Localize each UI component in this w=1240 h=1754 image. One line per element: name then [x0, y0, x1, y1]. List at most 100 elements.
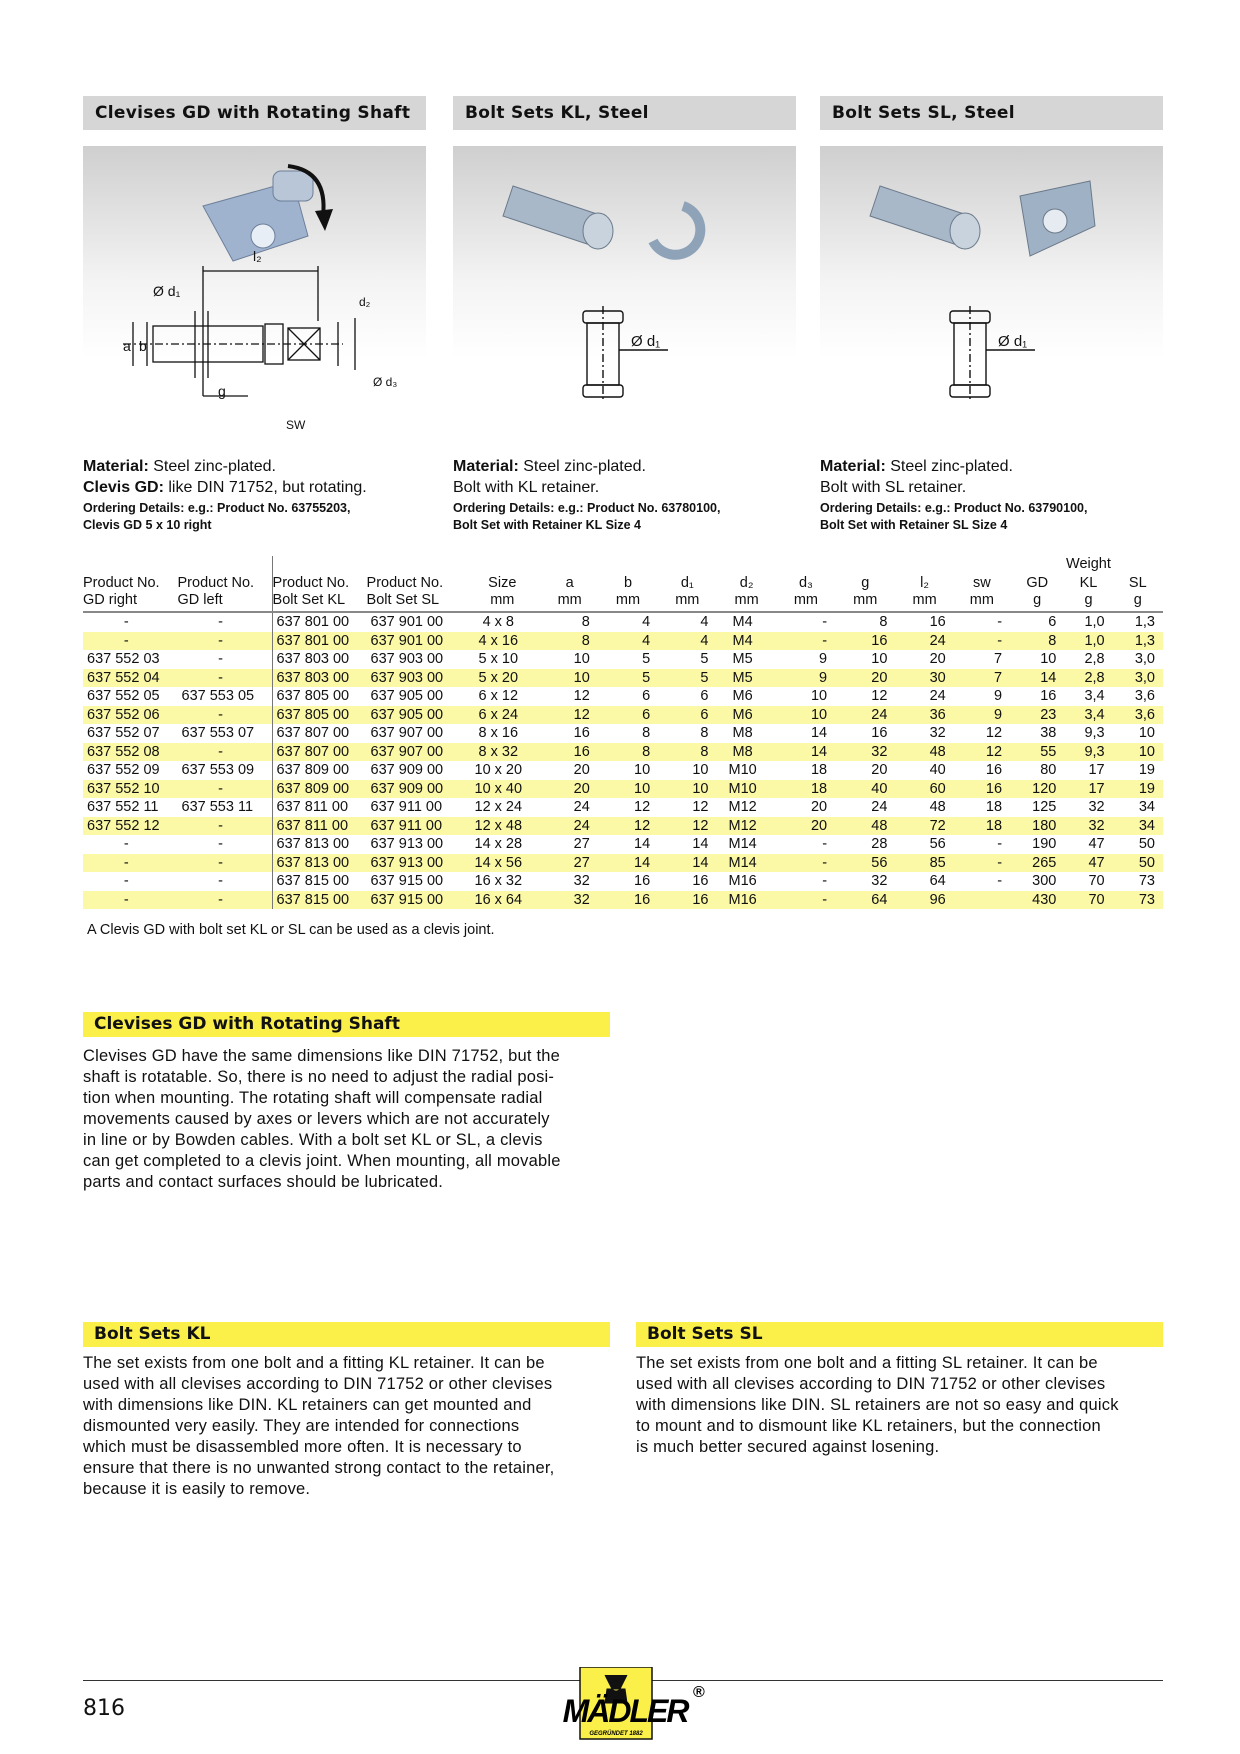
table-cell: 1,0: [1084, 614, 1105, 630]
column-header: Product No. GD left: [177, 575, 273, 613]
table-cell: 637 811 00: [276, 799, 349, 815]
table-cell: 5: [642, 651, 651, 667]
table-cell: 637 911 00: [366, 816, 464, 835]
table-cell: 32: [871, 873, 888, 889]
table-cell: 5 x 20: [463, 668, 542, 687]
table-cell: 637 811 00: [272, 816, 367, 835]
table-cell: 12: [573, 688, 590, 704]
diagram-label-d1: Ø d₁: [631, 333, 660, 350]
table-cell: 637 813 00: [276, 836, 350, 852]
material-value: Steel zinc-plated.: [885, 458, 1013, 475]
table-cell: 27: [573, 836, 590, 852]
table-row: 637 552 09 637 553 09 637 809 00 637 909 00…: [83, 761, 1163, 780]
table-cell: 9: [819, 651, 828, 667]
table-cell: -: [177, 872, 273, 891]
table-cell: 5: [597, 668, 659, 687]
table-cell: 16: [1040, 688, 1057, 704]
table-cell: 34: [1138, 799, 1155, 815]
table-cell: 637 809 00: [272, 779, 367, 798]
text-line: because it is easily to remove.: [83, 1480, 311, 1498]
ordering-details: Ordering Details: e.g.: Product No. 6378…: [453, 500, 720, 534]
table-cell: 14: [634, 836, 651, 852]
table-cell: -: [83, 890, 178, 909]
column-header: d₃ mm: [776, 575, 836, 613]
header-line: SL: [1128, 575, 1147, 591]
table-cell: 48: [929, 799, 946, 815]
table-cell: 70: [1064, 890, 1113, 909]
ordering-details: Ordering Details: e.g.: Product No. 6379…: [820, 500, 1087, 534]
table-row: 637 552 06-637 805 00 637 905 00 6 x 24 12 6…: [83, 705, 1163, 724]
table-cell: 12: [541, 705, 598, 724]
table-cell: 8: [597, 742, 659, 761]
table-cell: 12 x 24: [474, 799, 523, 815]
header-bolt-sets-kl: Bolt Sets KL, Steel: [453, 96, 796, 130]
table-cell: M10: [728, 762, 757, 778]
table-cell: 16: [541, 742, 598, 761]
table-cell: 10: [1138, 725, 1155, 741]
table-cell: 637 915 00: [366, 890, 464, 909]
table-cell: 47: [1088, 836, 1105, 852]
text-line: which must be disassembled more often. I…: [83, 1438, 522, 1456]
table-cell: M16: [716, 890, 777, 909]
ordering-line: Bolt Set with Retainer KL Size 4: [453, 518, 642, 532]
table-cell: 10: [541, 668, 598, 687]
header-unit: g: [1084, 592, 1093, 608]
table-cell: 12: [692, 799, 709, 815]
header-unit: mm: [912, 592, 937, 608]
table-row: 637 552 11 637 553 11 637 811 00 637 911 00…: [83, 798, 1163, 817]
table-cell: 14 x 28: [474, 836, 523, 852]
header-spacer: [1113, 556, 1163, 575]
text-line: The set exists from one bolt and a fitti…: [83, 1354, 545, 1372]
bolt-sl-drawing: [949, 306, 1035, 401]
table-cell: 637 813 00: [272, 853, 367, 872]
kl-material: Material: Steel zinc-plated. Bolt with K…: [453, 456, 720, 534]
table-cell: 4: [642, 614, 651, 630]
header-spacer: [658, 556, 716, 575]
material-label: Material:: [820, 458, 886, 475]
table-cell: 6: [1048, 614, 1057, 630]
ordering-line: Ordering Details: e.g.: Product No. 6375…: [83, 501, 351, 515]
table-cell: 12 x 48: [463, 816, 542, 835]
table-cell: 96: [895, 890, 954, 909]
ordering-line: Clevis GD 5 x 10 right: [83, 518, 212, 532]
product-table: Weight Product No. GD right Product No. GD l…: [83, 556, 1163, 909]
table-cell: 24: [573, 799, 590, 815]
table-cell: 36: [895, 705, 954, 724]
table-cell: 6 x 24: [463, 705, 542, 724]
table-cell: 3,0: [1112, 668, 1163, 687]
table-cell: 637 552 06: [83, 705, 178, 724]
table-cell: 56: [835, 853, 896, 872]
table-cell: 3,4: [1084, 688, 1105, 704]
table-cell: M8: [732, 725, 753, 741]
ordering-details: Ordering Details: e.g.: Product No. 6375…: [83, 500, 367, 534]
table-cell: 3,6: [1112, 705, 1163, 724]
table-cell: 14: [597, 853, 659, 872]
table-cell: 637 903 00: [366, 668, 464, 687]
madler-logo: MÄDLER ® GEGRÜNDET 1882: [545, 1666, 705, 1741]
table-cell: 8 x 32: [463, 742, 542, 761]
table-cell: M10: [716, 779, 777, 798]
clevis-material: Material: Steel zinc-plated. Clevis GD: …: [83, 456, 367, 534]
column-header: Product No. GD right: [83, 575, 178, 613]
table-cell: 20: [810, 799, 828, 815]
table-cell: 32: [1064, 816, 1113, 835]
table-cell: -: [822, 836, 828, 852]
header-unit: Bolt Set KL: [272, 592, 346, 608]
table-cell: 637 809 00: [276, 762, 350, 778]
table-cell: 637 803 00: [272, 668, 367, 687]
table-cell: 4 x 16: [463, 631, 542, 650]
table-cell: -: [123, 873, 129, 889]
table-row: 637 552 12-637 811 00 637 911 00 12 x 48 24…: [83, 816, 1163, 835]
table-row: 637 552 03 -637 803 00 637 903 00 5 x 10 10 5…: [83, 650, 1163, 669]
material-label: Material:: [83, 458, 149, 475]
table-cell: 8: [642, 725, 651, 741]
header-line: sw: [973, 575, 991, 591]
table-cell: -: [177, 890, 273, 909]
table-cell: 18: [953, 816, 1011, 835]
table-cell: 637 905 00: [370, 688, 444, 704]
header-spacer: [463, 556, 541, 575]
table-cell: 637 801 00: [276, 614, 350, 630]
table-cell: 637 552 08: [83, 742, 178, 761]
header-spacer: [83, 556, 178, 575]
column-header: l₂ mm: [895, 575, 954, 613]
